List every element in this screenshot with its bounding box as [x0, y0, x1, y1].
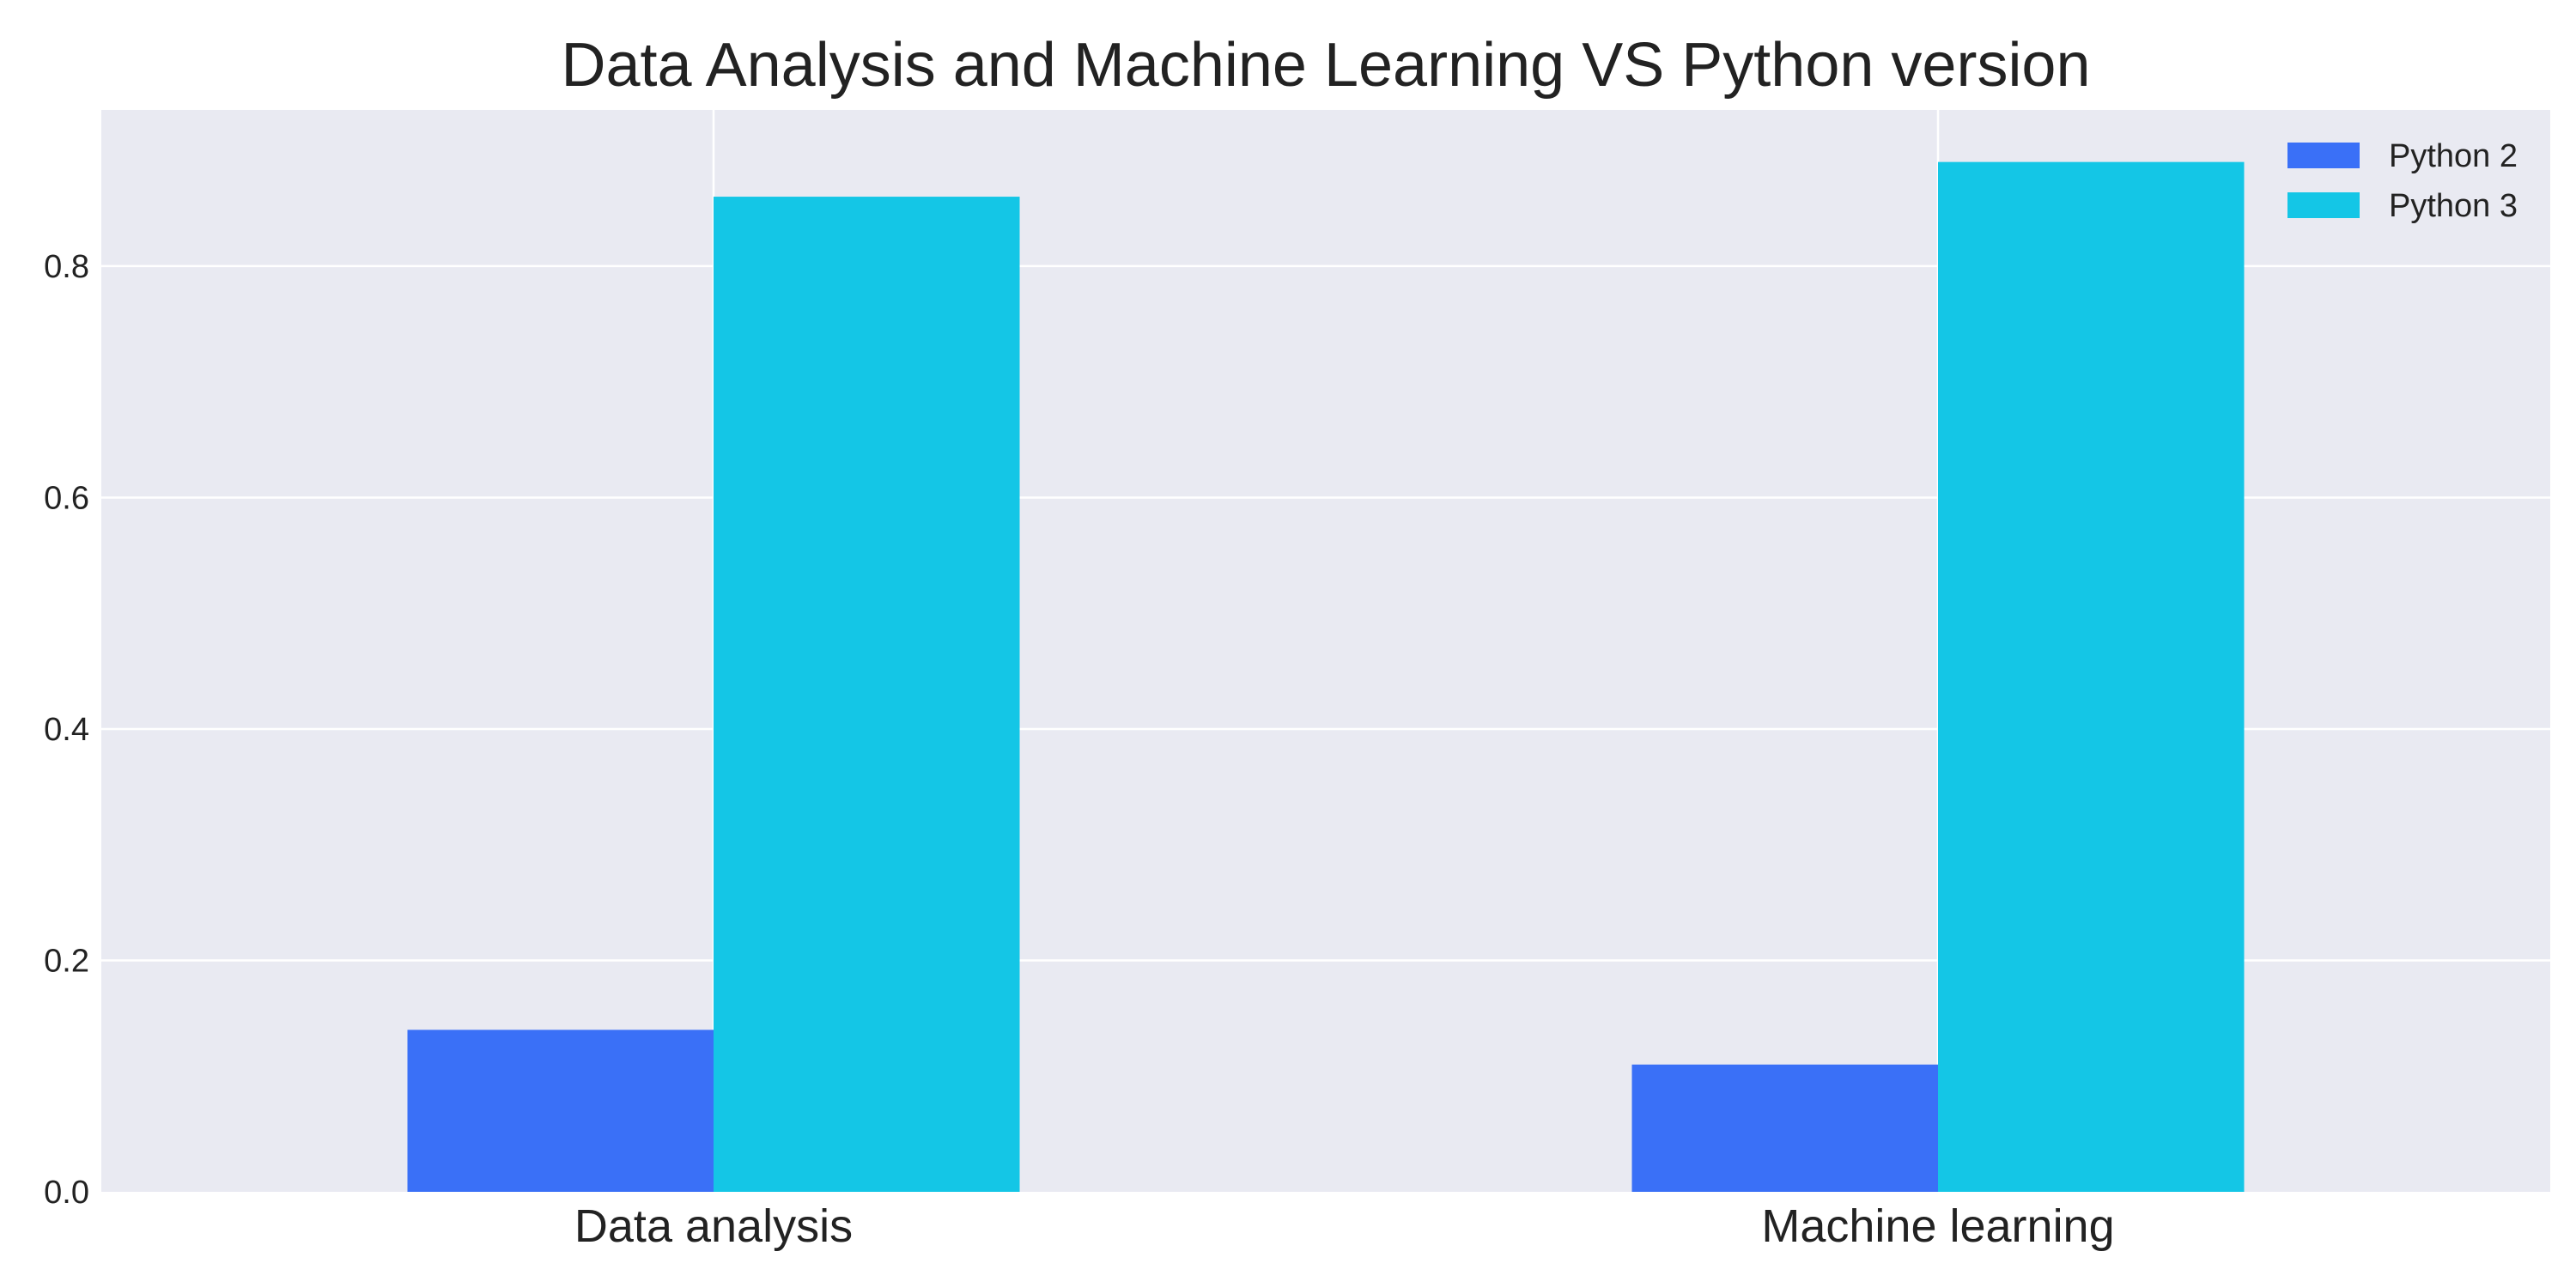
bar: [1631, 1064, 1938, 1192]
x-tick-label: Machine learning: [1761, 1200, 2114, 1252]
bar: [1938, 161, 2245, 1192]
y-tick-label: 0.0: [44, 1175, 89, 1211]
legend-label: Python 3: [2389, 188, 2518, 224]
y-tick-label: 0.6: [44, 480, 89, 516]
legend-label: Python 2: [2389, 138, 2518, 174]
bar: [714, 197, 1020, 1192]
x-axis-ticks: Data analysis Machine learning: [574, 1200, 2115, 1252]
bars: [407, 161, 2245, 1192]
y-tick-label: 0.2: [44, 943, 89, 979]
bar: [407, 1030, 714, 1192]
chart-title: Data Analysis and Machine Learning VS Py…: [561, 31, 2090, 100]
y-tick-label: 0.8: [44, 249, 89, 285]
x-tick-label: Data analysis: [574, 1200, 853, 1252]
legend: Python 2 Python 3: [2287, 138, 2518, 224]
y-axis-ticks: 0.0 0.2 0.4 0.6 0.8: [44, 249, 89, 1211]
legend-swatch: [2287, 192, 2360, 218]
y-tick-label: 0.4: [44, 712, 89, 748]
legend-swatch: [2287, 143, 2360, 168]
